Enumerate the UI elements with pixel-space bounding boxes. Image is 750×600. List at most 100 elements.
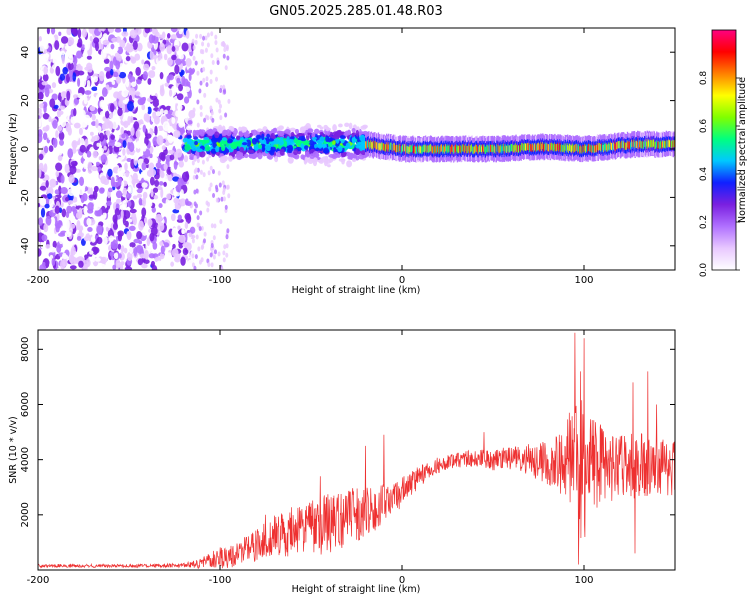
heatmap-cell xyxy=(136,183,144,189)
heatmap-cell xyxy=(214,40,218,46)
heatmap-cell xyxy=(351,132,355,138)
heatmap-cell xyxy=(223,89,227,95)
heatmap-cell xyxy=(200,59,204,65)
heatmap-cell xyxy=(196,158,200,164)
heatmap-cell xyxy=(265,145,272,152)
heatmap-cell xyxy=(113,71,119,78)
heatmap-cell xyxy=(154,179,160,187)
heatmap-cell xyxy=(97,262,106,270)
heatmap-cell xyxy=(128,142,135,153)
heatmap-cell xyxy=(47,109,52,114)
heatmap-cell xyxy=(199,169,203,175)
heatmap-cell xyxy=(283,140,288,148)
heatmap-cell xyxy=(185,214,192,224)
heatmap-cell xyxy=(304,145,309,150)
heatmap-cell xyxy=(104,220,109,228)
heatmap-cell xyxy=(89,35,93,42)
heatmap-cell xyxy=(114,28,122,33)
heatmap-cell xyxy=(200,225,204,231)
heatmap-cell xyxy=(39,43,45,53)
heatmap-cell xyxy=(128,175,132,186)
heatmap-cell xyxy=(186,81,191,87)
heatmap-cell xyxy=(219,153,224,157)
heatmap-cell xyxy=(60,42,64,49)
heatmap-cell xyxy=(222,257,226,263)
heatmap-cell xyxy=(60,187,68,195)
heatmap-cell xyxy=(274,156,279,163)
heatmap-cell xyxy=(199,139,205,143)
heatmap-cell xyxy=(150,260,156,267)
heatmap-cell xyxy=(179,189,184,197)
heatmap-cell xyxy=(220,41,224,47)
heatmap-cell xyxy=(159,42,166,52)
heatmap-cell xyxy=(117,46,124,55)
heatmap-cell xyxy=(289,127,296,132)
heatmap-cell xyxy=(122,148,126,156)
heatmap-cell xyxy=(121,89,129,98)
heatmap-cell xyxy=(110,134,116,140)
heatmap-cell xyxy=(141,162,147,171)
heatmap-cell xyxy=(65,211,70,219)
heatmap-cell xyxy=(217,99,221,105)
heatmap-cell xyxy=(132,215,137,226)
heatmap-cell xyxy=(175,184,182,193)
heatmap-cell xyxy=(188,73,192,82)
heatmap-cell xyxy=(160,187,164,199)
spectrogram-x-tick-label: -200 xyxy=(27,275,50,286)
heatmap-cell xyxy=(76,235,82,241)
heatmap-cell xyxy=(158,203,163,209)
heatmap-cell xyxy=(183,86,191,93)
heatmap-cell xyxy=(124,220,129,228)
heatmap-cell xyxy=(141,197,147,207)
heatmap-cell xyxy=(193,208,197,214)
heatmap-cell xyxy=(192,129,197,137)
heatmap-cell xyxy=(111,153,118,159)
heatmap-cell xyxy=(97,83,103,94)
heatmap-cell xyxy=(305,140,310,145)
heatmap-cell xyxy=(52,56,58,65)
heatmap-cell xyxy=(124,162,128,171)
heatmap-cell xyxy=(135,245,144,254)
heatmap-cell xyxy=(207,170,211,176)
heatmap-cell xyxy=(38,202,41,208)
heatmap-cell xyxy=(163,53,168,61)
heatmap-cell xyxy=(94,41,100,52)
heatmap-cell xyxy=(214,76,218,82)
heatmap-cell xyxy=(203,117,207,123)
heatmap-cell xyxy=(300,127,307,131)
heatmap-cell xyxy=(155,162,162,169)
spectrogram-y-tick-label: 20 xyxy=(20,94,31,107)
heatmap-cell xyxy=(68,174,75,184)
heatmap-cell xyxy=(60,174,65,184)
heatmap-cell xyxy=(117,107,123,117)
heatmap-cell xyxy=(199,104,203,110)
heatmap-cell xyxy=(44,53,50,58)
heatmap-cell xyxy=(212,254,216,260)
heatmap-cell xyxy=(89,131,94,136)
heatmap-cell xyxy=(86,55,92,60)
heatmap-cell xyxy=(213,249,217,255)
heatmap-cell xyxy=(121,133,126,139)
heatmap-cell xyxy=(60,259,66,270)
heatmap-cell xyxy=(78,207,83,218)
heatmap-cell xyxy=(243,153,249,159)
heatmap-cell xyxy=(106,200,112,207)
heatmap-cell xyxy=(175,110,180,118)
colorbar-tick-label: 0.2 xyxy=(699,215,709,229)
heatmap-cell xyxy=(279,148,285,156)
heatmap-cell xyxy=(74,187,80,197)
heatmap-cell xyxy=(66,219,70,230)
heatmap-cell xyxy=(174,143,182,150)
heatmap-cell xyxy=(67,48,73,59)
heatmap-cell xyxy=(175,58,182,66)
heatmap-cell xyxy=(62,254,69,260)
heatmap-cell xyxy=(70,115,77,124)
heatmap-cell xyxy=(52,240,57,249)
spectrogram-y-tick-label: 0 xyxy=(20,146,31,152)
heatmap-cell xyxy=(126,231,132,241)
heatmap-cell xyxy=(64,231,72,238)
heatmap-cell xyxy=(142,259,150,265)
heatmap-cell xyxy=(220,266,224,270)
heatmap-cell xyxy=(128,87,136,98)
heatmap-cell xyxy=(143,63,150,71)
